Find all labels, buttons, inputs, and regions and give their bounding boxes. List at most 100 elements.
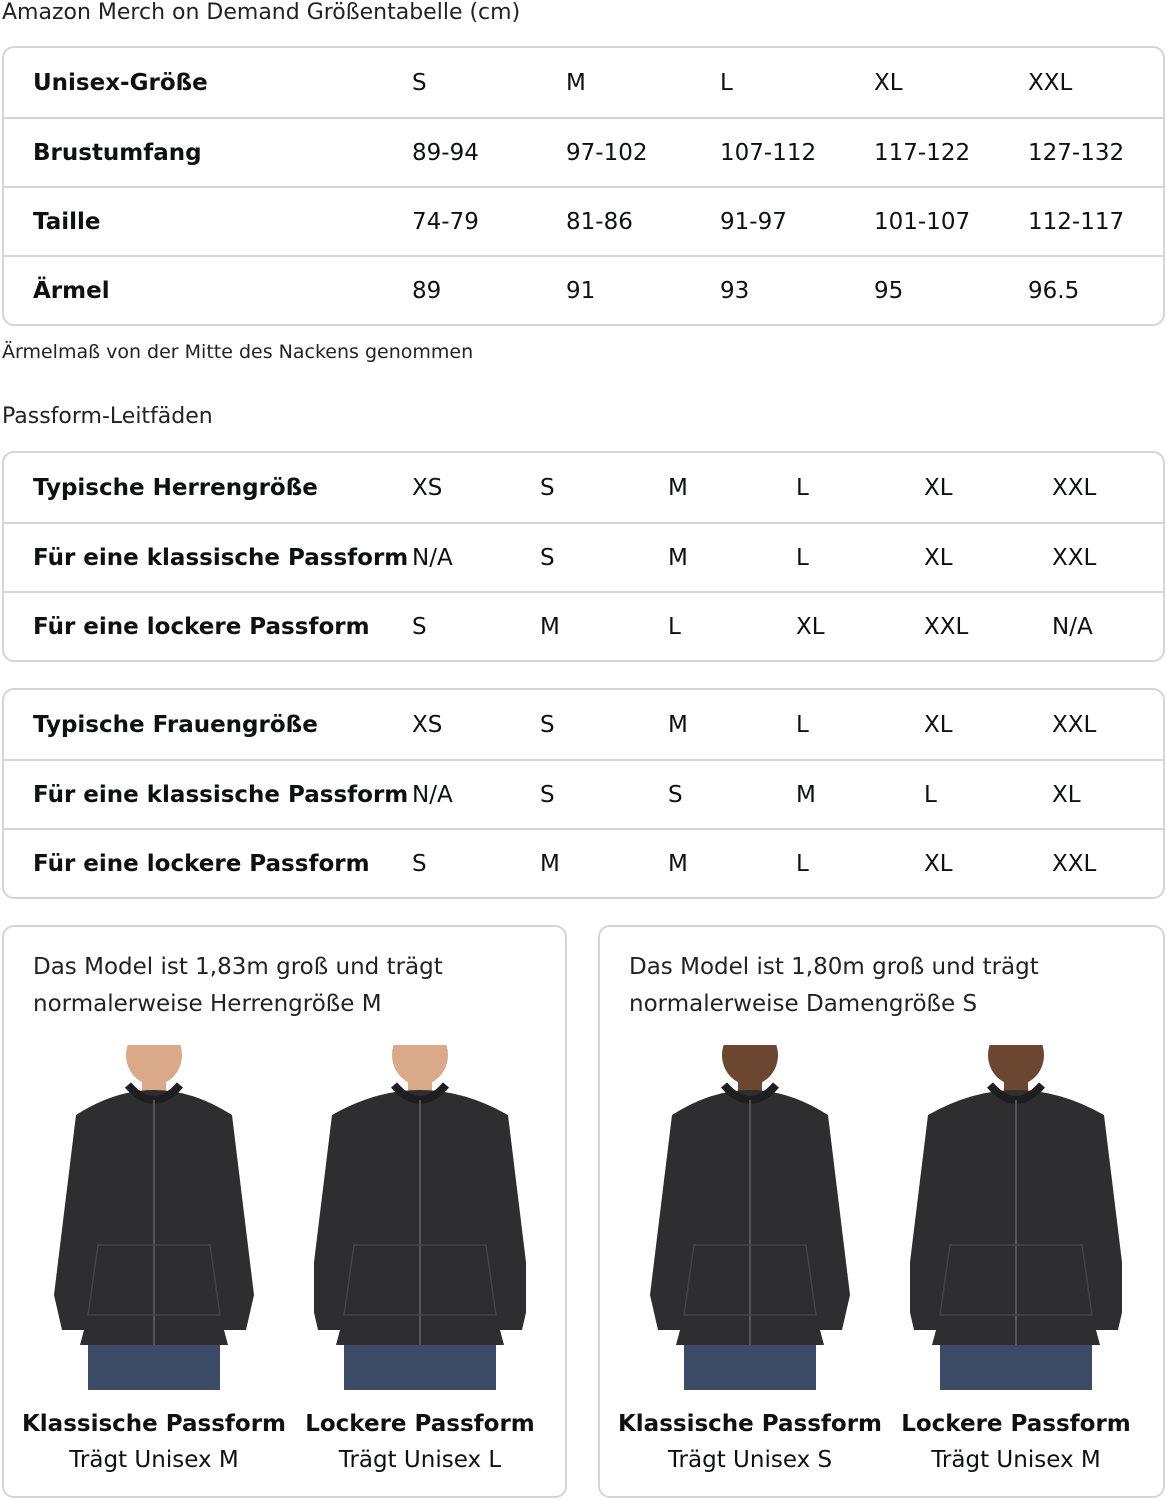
table-cell: 96.5	[1028, 277, 1080, 304]
table-cell: S	[412, 613, 427, 640]
table-cell: M	[540, 613, 560, 640]
row-label: Für eine klassische Passform	[33, 544, 409, 571]
fit-caption: Klassische Passform Trägt Unisex S	[610, 1411, 890, 1473]
model-card-men: Das Model ist 1,83m groß und trägt norma…	[2, 925, 567, 1498]
table-cell: L	[796, 711, 809, 738]
table-cell: 93	[720, 277, 750, 304]
table-cell: M	[668, 850, 688, 877]
table-cell: S	[412, 69, 427, 96]
table-cell: N/A	[412, 544, 453, 571]
men-fit-table: Typische Herrengröße XS S M L XL XXL Für eine k…	[2, 451, 1165, 662]
table-cell: XL	[1052, 781, 1081, 808]
model-photo	[906, 1025, 1126, 1390]
table-cell: M	[668, 474, 688, 501]
row-label: Ärmel	[33, 277, 110, 304]
model-photo	[310, 1025, 530, 1390]
table-row: Ärmel 89 91 93 95 96.5	[4, 255, 1163, 324]
table-cell: XL	[924, 474, 953, 501]
model-photo	[644, 1025, 856, 1390]
women-fit-table: Typische Frauengröße XS S M L XL XXL Für eine k…	[2, 688, 1165, 899]
fit-caption: Klassische Passform Trägt Unisex M	[14, 1411, 294, 1473]
table-cell: N/A	[1052, 613, 1093, 640]
wears-size: Trägt Unisex L	[338, 1447, 502, 1473]
table-cell: XL	[924, 711, 953, 738]
table-cell: XXL	[1052, 474, 1097, 501]
table-cell: 117-122	[874, 139, 971, 166]
table-cell: 112-117	[1028, 208, 1125, 235]
fit-name: Klassische Passform	[617, 1411, 883, 1437]
table-cell: 74-79	[412, 208, 479, 235]
sleeve-note: Ärmelmaß von der Mitte des Nackens genom…	[2, 341, 474, 363]
model-description: Das Model ist 1,80m groß und trägt norma…	[629, 954, 1039, 1017]
table-cell: S	[540, 474, 555, 501]
table-row: Typische Frauengröße XS S M L XL XXL	[4, 690, 1163, 759]
wears-size: Trägt Unisex M	[69, 1447, 239, 1473]
model-description: Das Model ist 1,83m groß und trägt norma…	[33, 954, 443, 1017]
table-cell: L	[796, 850, 809, 877]
fit-guide-heading: Passform-Leitfäden	[2, 404, 213, 429]
table-cell: XXL	[924, 613, 969, 640]
table-cell: M	[796, 781, 816, 808]
table-cell: 95	[874, 277, 904, 304]
table-cell: M	[566, 69, 586, 96]
fit-caption: Lockere Passform Trägt Unisex M	[876, 1411, 1156, 1473]
table-cell: 89-94	[412, 139, 479, 166]
table-cell: S	[540, 544, 555, 571]
row-label: Brustumfang	[33, 139, 202, 166]
model-card-women: Das Model ist 1,80m groß und trägt norma…	[598, 925, 1165, 1498]
table-cell: M	[668, 544, 688, 571]
table-row: Für eine lockere Passform S M M L XL XXL	[4, 828, 1163, 897]
wears-size: Trägt Unisex M	[931, 1447, 1101, 1473]
table-cell: L	[796, 474, 809, 501]
table-cell: M	[540, 850, 560, 877]
table-cell: XXL	[1052, 711, 1097, 738]
table-cell: S	[540, 711, 555, 738]
table-cell: 127-132	[1028, 139, 1125, 166]
row-label: Für eine lockere Passform	[33, 613, 370, 640]
table-cell: XS	[412, 711, 443, 738]
table-cell: XXL	[1052, 544, 1097, 571]
table-cell: XXL	[1028, 69, 1073, 96]
table-row: Für eine klassische Passform N/A S M L XL XXL	[4, 522, 1163, 591]
table-row: Taille 74-79 81-86 91-97 101-107 112-117	[4, 186, 1163, 255]
table-cell: L	[796, 544, 809, 571]
table-row: Brustumfang 89-94 97-102 107-112 117-122 127-…	[4, 117, 1163, 186]
table-cell: XS	[412, 474, 443, 501]
table-cell: 89	[412, 277, 442, 304]
table-cell: L	[720, 69, 733, 96]
table-cell: S	[412, 850, 427, 877]
table-cell: N/A	[412, 781, 453, 808]
table-cell: 107-112	[720, 139, 817, 166]
table-row: Typische Herrengröße XS S M L XL XXL	[4, 453, 1163, 522]
table-row: Unisex-Größe S M L XL XXL	[4, 48, 1163, 117]
row-label: Taille	[33, 208, 101, 235]
table-cell: 101-107	[874, 208, 971, 235]
row-label: Typische Frauengröße	[33, 711, 318, 738]
table-row: Für eine lockere Passform S M L XL XXL N/A	[4, 591, 1163, 660]
wears-size: Trägt Unisex S	[667, 1447, 833, 1473]
fit-caption: Lockere Passform Trägt Unisex L	[280, 1411, 560, 1473]
table-cell: S	[540, 781, 555, 808]
table-cell: XL	[796, 613, 825, 640]
table-cell: 91	[566, 277, 596, 304]
table-cell: XL	[874, 69, 903, 96]
size-table: Unisex-Größe S M L XL XXL Brustumfang 89-94 97-1…	[2, 46, 1165, 326]
table-cell: L	[668, 613, 681, 640]
row-label: Unisex-Größe	[33, 69, 208, 96]
table-cell: XXL	[1052, 850, 1097, 877]
table-cell: S	[668, 781, 683, 808]
table-cell: 97-102	[566, 139, 648, 166]
row-label: Für eine lockere Passform	[33, 850, 370, 877]
model-photo	[48, 1025, 260, 1390]
row-label: Typische Herrengröße	[33, 474, 318, 501]
table-cell: L	[924, 781, 937, 808]
fit-name: Klassische Passform	[21, 1411, 287, 1437]
fit-name: Lockere Passform	[901, 1411, 1131, 1437]
table-cell: 91-97	[720, 208, 787, 235]
table-row: Für eine klassische Passform N/A S S M L XL	[4, 759, 1163, 828]
row-label: Für eine klassische Passform	[33, 781, 409, 808]
table-cell: XL	[924, 544, 953, 571]
chart-title: Amazon Merch on Demand Größentabelle (cm…	[2, 0, 521, 25]
table-cell: M	[668, 711, 688, 738]
table-cell: XL	[924, 850, 953, 877]
